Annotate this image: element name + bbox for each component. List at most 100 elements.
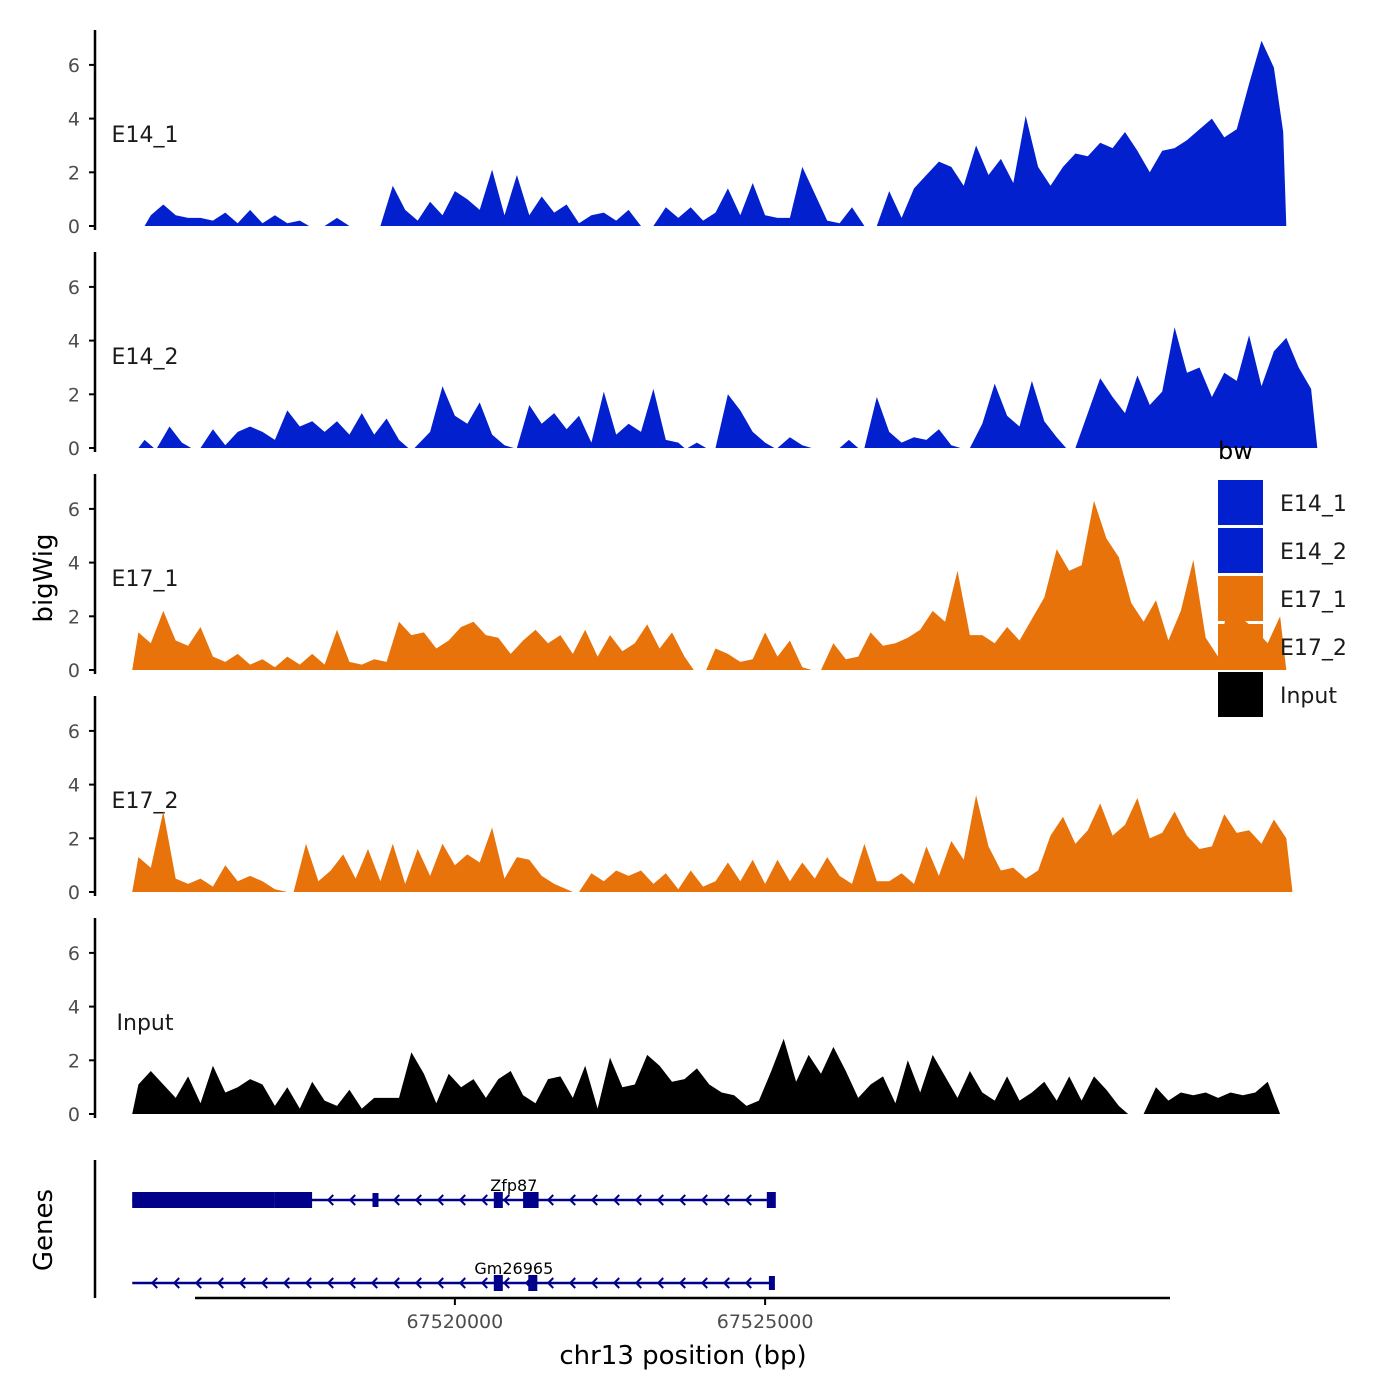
strand-arrow bbox=[326, 1277, 334, 1289]
strand-arrow bbox=[612, 1194, 620, 1206]
strand-arrow bbox=[546, 1194, 554, 1206]
gene-zfp87: Zfp87 bbox=[132, 1176, 776, 1208]
strand-arrow bbox=[502, 1277, 510, 1289]
legend-swatch bbox=[1218, 672, 1263, 717]
signal-area bbox=[138, 327, 1318, 448]
legend-label: E14_1 bbox=[1280, 492, 1347, 517]
y-tick-label: 6 bbox=[68, 499, 80, 521]
strand-arrow bbox=[502, 1194, 510, 1206]
x-axis-title: chr13 position (bp) bbox=[559, 1341, 806, 1371]
exon bbox=[523, 1192, 539, 1208]
track-e14-1: 0 2 4 6 E14_1 bbox=[68, 30, 1287, 238]
exon bbox=[768, 1276, 775, 1290]
panel-label: E14_1 bbox=[112, 123, 179, 148]
y-tick-label: 4 bbox=[68, 109, 80, 131]
y-tick-label: 6 bbox=[68, 721, 80, 743]
strand-arrow bbox=[744, 1194, 752, 1206]
strand-arrow bbox=[722, 1277, 730, 1289]
signal-area bbox=[132, 500, 1287, 670]
legend-title: bw bbox=[1218, 437, 1253, 465]
legend-item-input: Input bbox=[1218, 672, 1337, 717]
strand-arrow bbox=[304, 1277, 312, 1289]
y-tick-label: 4 bbox=[68, 775, 80, 797]
y-tick-label: 6 bbox=[68, 277, 80, 299]
legend-label: E17_1 bbox=[1280, 588, 1347, 613]
strand-arrow bbox=[436, 1194, 444, 1206]
strand-arrow bbox=[722, 1194, 730, 1206]
strand-arrow bbox=[326, 1194, 334, 1206]
signal-area bbox=[144, 40, 1287, 227]
panel-label: E14_2 bbox=[112, 345, 179, 370]
y-tick-label: 4 bbox=[68, 553, 80, 575]
strand-arrow bbox=[656, 1194, 664, 1206]
strand-arrow bbox=[612, 1277, 620, 1289]
signal-area bbox=[132, 1038, 1281, 1114]
y-tick-label: 0 bbox=[68, 660, 80, 682]
gene-track: Zfp87 Gm26965 bbox=[93, 1160, 776, 1298]
strand-arrow bbox=[634, 1277, 642, 1289]
strand-arrow bbox=[216, 1277, 224, 1289]
y-tick-label: 2 bbox=[68, 1050, 80, 1072]
strand-arrow bbox=[348, 1277, 356, 1289]
track-e17-2: 0 2 4 6 E17_2 bbox=[68, 696, 1293, 904]
legend-swatch bbox=[1218, 528, 1263, 573]
strand-arrow bbox=[634, 1194, 642, 1206]
exon bbox=[274, 1192, 313, 1208]
strand-arrow bbox=[458, 1194, 466, 1206]
strand-arrow bbox=[590, 1194, 598, 1206]
strand-arrow bbox=[282, 1277, 290, 1289]
strand-arrow bbox=[678, 1277, 686, 1289]
y-tick-label: 2 bbox=[68, 384, 80, 406]
legend-item-e17-1: E17_1 bbox=[1218, 576, 1347, 621]
x-axis: 67520000 67525000 bbox=[195, 1296, 1170, 1333]
legend-item-e17-2: E17_2 bbox=[1218, 624, 1347, 669]
strand-arrow bbox=[480, 1277, 488, 1289]
track-e17-1: 0 2 4 6 E17_1 bbox=[68, 474, 1287, 682]
y-tick-label: 4 bbox=[68, 997, 80, 1019]
y-tick-label: 2 bbox=[68, 606, 80, 628]
legend-label: E14_2 bbox=[1280, 540, 1347, 565]
panel-label: E17_1 bbox=[112, 567, 179, 592]
legend-swatch bbox=[1218, 480, 1263, 525]
x-tick-label: 67525000 bbox=[717, 1311, 814, 1333]
genes-axis-title: Genes bbox=[29, 1189, 59, 1271]
y-tick-label: 6 bbox=[68, 943, 80, 965]
y-tick-label: 2 bbox=[68, 162, 80, 184]
strand-arrow bbox=[656, 1277, 664, 1289]
strand-arrow bbox=[744, 1277, 752, 1289]
strand-arrow bbox=[238, 1277, 246, 1289]
y-tick-label: 0 bbox=[68, 216, 80, 238]
exon bbox=[493, 1275, 503, 1291]
strand-arrow bbox=[678, 1194, 686, 1206]
y-axis-title: bigWig bbox=[29, 533, 59, 622]
strand-arrow bbox=[480, 1194, 488, 1206]
legend: bw E14_1 E14_2 E17_1 E17_2 Input bbox=[1218, 437, 1347, 717]
strand-arrow bbox=[414, 1194, 422, 1206]
strand-arrow bbox=[458, 1277, 466, 1289]
gene-gm26965: Gm26965 bbox=[132, 1259, 775, 1291]
strand-arrow bbox=[392, 1277, 400, 1289]
track-e14-2: 0 2 4 6 E14_2 bbox=[68, 252, 1318, 460]
y-tick-label: 6 bbox=[68, 55, 80, 77]
strand-arrow bbox=[150, 1277, 158, 1289]
legend-label: E17_2 bbox=[1280, 636, 1347, 661]
y-tick-label: 4 bbox=[68, 331, 80, 353]
strand-arrow bbox=[414, 1277, 422, 1289]
exon bbox=[493, 1192, 503, 1208]
panel-label: E17_2 bbox=[112, 789, 179, 814]
strand-arrow bbox=[546, 1277, 554, 1289]
legend-item-e14-1: E14_1 bbox=[1218, 480, 1347, 525]
exon bbox=[766, 1192, 776, 1208]
strand-arrow bbox=[392, 1194, 400, 1206]
strand-arrow bbox=[194, 1277, 202, 1289]
exon bbox=[528, 1275, 538, 1291]
legend-label: Input bbox=[1280, 684, 1337, 709]
gene-name: Gm26965 bbox=[474, 1259, 553, 1278]
gene-name: Zfp87 bbox=[490, 1176, 537, 1195]
strand-arrow bbox=[172, 1277, 180, 1289]
strand-arrow bbox=[700, 1277, 708, 1289]
strand-arrow bbox=[436, 1277, 444, 1289]
strand-arrow bbox=[568, 1194, 576, 1206]
track-input: 0 2 4 6 Input bbox=[68, 918, 1281, 1126]
